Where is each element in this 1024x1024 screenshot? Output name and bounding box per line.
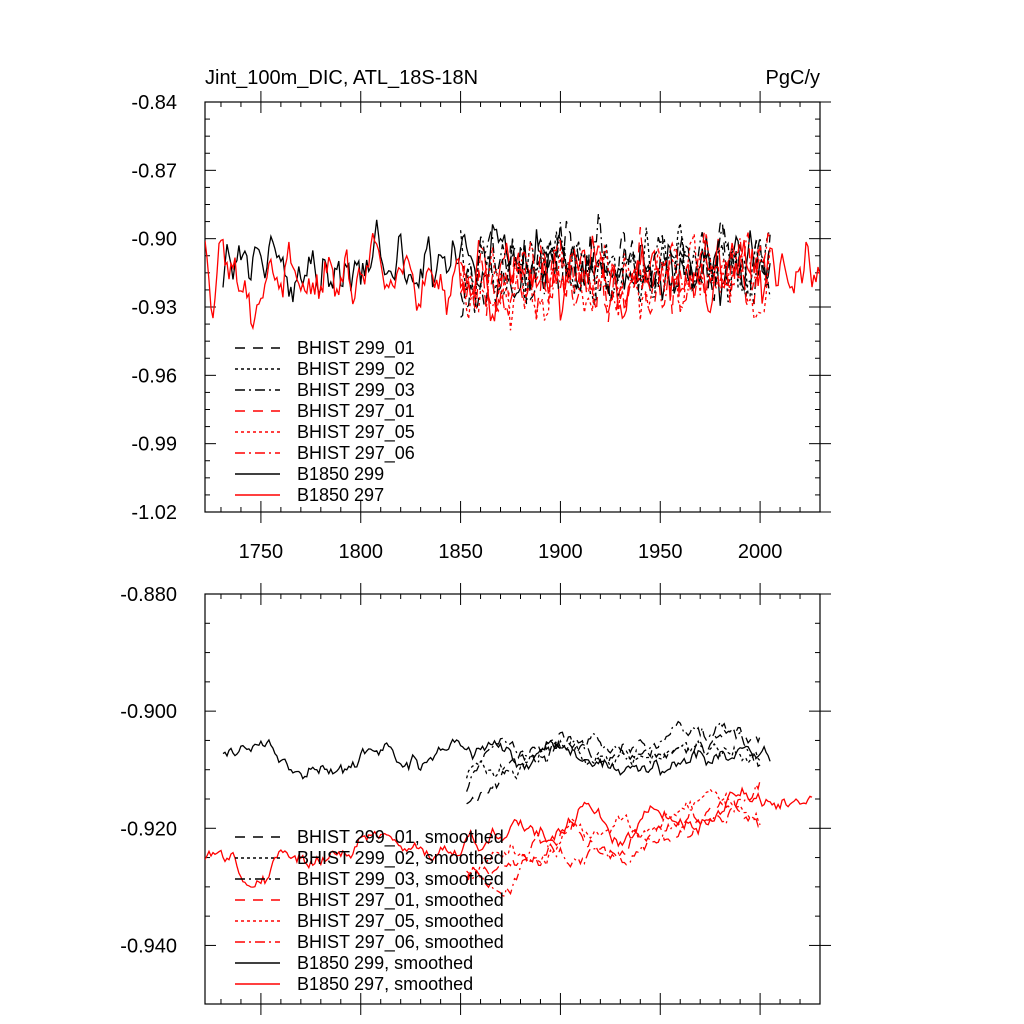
y-tick-label: -0.940 [120, 935, 177, 957]
x-tick-label: 1750 [239, 541, 284, 563]
x-tick-label: 1950 [638, 541, 683, 563]
legend-label: B1850 299, smoothed [297, 953, 473, 973]
series-line-b1850-299-smoothed [222, 738, 771, 780]
legend-label: BHIST 297_01 [297, 401, 415, 422]
top-chart-panel: Jint_100m_DIC, ATL_18S-18N PgC/y 1750 180… [131, 67, 831, 563]
y-tick-label: -0.880 [120, 584, 177, 606]
series-group [205, 720, 813, 897]
legend-label: B1850 297 [297, 485, 384, 505]
series-line-bhist-297-01-smoothed [466, 796, 761, 882]
series-line-bhist-299-02-smoothed [465, 739, 761, 780]
x-tick-label: 1900 [538, 541, 583, 563]
series-group [205, 213, 820, 331]
x-tick-label: 1800 [338, 541, 383, 563]
legend-label: BHIST 299_02, smoothed [297, 848, 504, 869]
y-tick-label: -0.93 [131, 297, 177, 319]
series-line-bhist-297-06 [460, 231, 771, 316]
y-tick-label: -0.96 [131, 365, 177, 387]
legend-label: BHIST 299_01, smoothed [297, 827, 504, 848]
series-line-bhist-299-02 [459, 223, 771, 314]
x-tick-label: 1850 [438, 541, 483, 563]
y-tick-label: -1.02 [131, 502, 177, 524]
legend-label: BHIST 299_01 [297, 338, 415, 359]
legend-label: BHIST 299_03 [297, 380, 415, 401]
legend-label: B1850 297, smoothed [297, 974, 473, 994]
top-chart-units: PgC/y [766, 67, 820, 89]
y-tick-label: -0.87 [131, 160, 177, 182]
legend-label: BHIST 297_06 [297, 443, 415, 464]
legend-label: BHIST 297_05, smoothed [297, 911, 504, 932]
series-line-bhist-297-01 [460, 226, 771, 322]
bottom-chart-panel: -0.940 -0.920 -0.900 -0.880 BHIST 299_01, sm… [120, 583, 831, 1015]
legend-label: BHIST 297_06, smoothed [297, 932, 504, 953]
x-tick-label: 2000 [738, 541, 783, 563]
series-line-bhist-297-05-smoothed [466, 788, 761, 877]
legend-label: B1850 299 [297, 464, 384, 484]
y-tick-label: -0.84 [131, 92, 177, 114]
series-line-bhist-299-01-smoothed [466, 726, 761, 805]
legend-label: BHIST 299_02 [297, 359, 415, 380]
top-chart-title: Jint_100m_DIC, ATL_18S-18N [205, 67, 478, 89]
legend-label: BHIST 299_03, smoothed [297, 869, 504, 890]
legend-label: BHIST 297_05 [297, 422, 415, 443]
y-tick-label: -0.900 [120, 701, 177, 723]
y-tick-label: -0.90 [131, 229, 177, 251]
y-tick-label: -0.920 [120, 818, 177, 840]
series-line-bhist-297-06-smoothed [465, 780, 761, 897]
legend-label: BHIST 297_01, smoothed [297, 890, 504, 911]
y-tick-label: -0.99 [131, 434, 177, 456]
